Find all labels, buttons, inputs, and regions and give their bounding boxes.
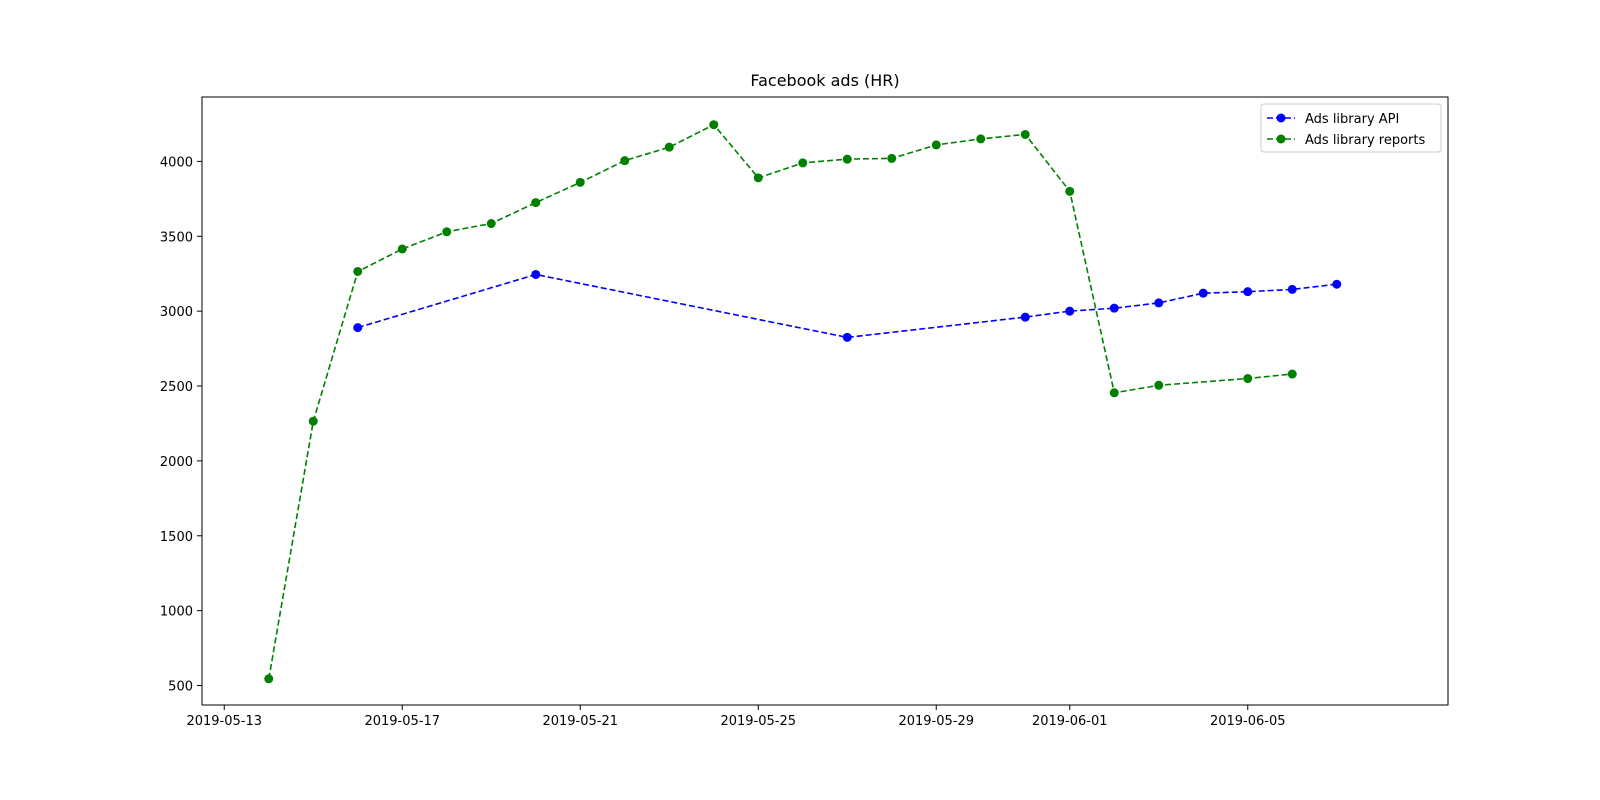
data-point (1243, 374, 1253, 384)
data-point (531, 269, 541, 279)
data-point (397, 244, 407, 254)
y-tick-label: 3500 (160, 230, 193, 245)
data-point (1109, 388, 1119, 398)
data-point (1020, 129, 1030, 139)
data-point (1287, 284, 1297, 294)
x-axis: 2019-05-13 2019-05-17 2019-05-21 2019-05-25… (186, 705, 1286, 729)
data-point (442, 227, 452, 237)
y-tick-label: 4000 (160, 155, 193, 170)
data-point (842, 332, 852, 342)
data-point (486, 219, 496, 229)
y-tick-label: 1500 (160, 530, 193, 545)
y-tick-label: 1000 (160, 605, 193, 620)
legend-label: Ads library API (1305, 112, 1399, 127)
legend-marker (1276, 134, 1286, 144)
data-point (1154, 380, 1164, 390)
data-point (1154, 298, 1164, 308)
x-tick-label: 2019-05-21 (542, 714, 618, 729)
x-tick-label: 2019-05-17 (364, 714, 440, 729)
data-point (1065, 186, 1075, 196)
data-point (1065, 306, 1075, 316)
data-point (1198, 288, 1208, 298)
series-1 (264, 120, 1297, 684)
x-tick-label: 2019-05-25 (720, 714, 796, 729)
series-0 (353, 269, 1342, 342)
y-axis: 500 1000 1500 2000 2500 3000 3500 4000 (160, 155, 202, 695)
data-point (1109, 303, 1119, 313)
data-point (1243, 287, 1253, 297)
data-point (976, 134, 986, 144)
data-point (264, 674, 274, 684)
data-point (620, 156, 630, 166)
data-point (1020, 312, 1030, 322)
data-point (1332, 279, 1342, 289)
data-point (842, 154, 852, 164)
legend-marker (1276, 113, 1286, 123)
data-point (353, 323, 363, 333)
y-tick-label: 2500 (160, 380, 193, 395)
data-point (575, 177, 585, 187)
data-point (931, 140, 941, 150)
data-point (664, 142, 674, 152)
y-tick-label: 500 (168, 680, 193, 695)
legend: Ads library API Ads library reports (1260, 103, 1442, 153)
x-tick-label: 2019-05-29 (898, 714, 974, 729)
data-point (753, 173, 763, 183)
data-point (531, 198, 541, 208)
x-tick-label: 2019-05-13 (186, 714, 262, 729)
legend-label: Ads library reports (1305, 133, 1425, 148)
data-point (798, 158, 808, 168)
x-tick-label: 2019-06-05 (1210, 714, 1286, 729)
data-point (1287, 369, 1297, 379)
series-line (357, 273, 1337, 339)
data-point (709, 120, 719, 130)
data-point (308, 416, 318, 426)
y-tick-label: 3000 (160, 305, 193, 320)
data-point (887, 153, 897, 163)
y-tick-label: 2000 (160, 455, 193, 470)
x-tick-label: 2019-06-01 (1032, 714, 1108, 729)
chart-title: Facebook ads (HR) (750, 71, 899, 90)
legend-box (1260, 103, 1442, 153)
series-layer (264, 120, 1342, 684)
data-point (353, 266, 363, 276)
plot-area-frame (201, 96, 1449, 706)
